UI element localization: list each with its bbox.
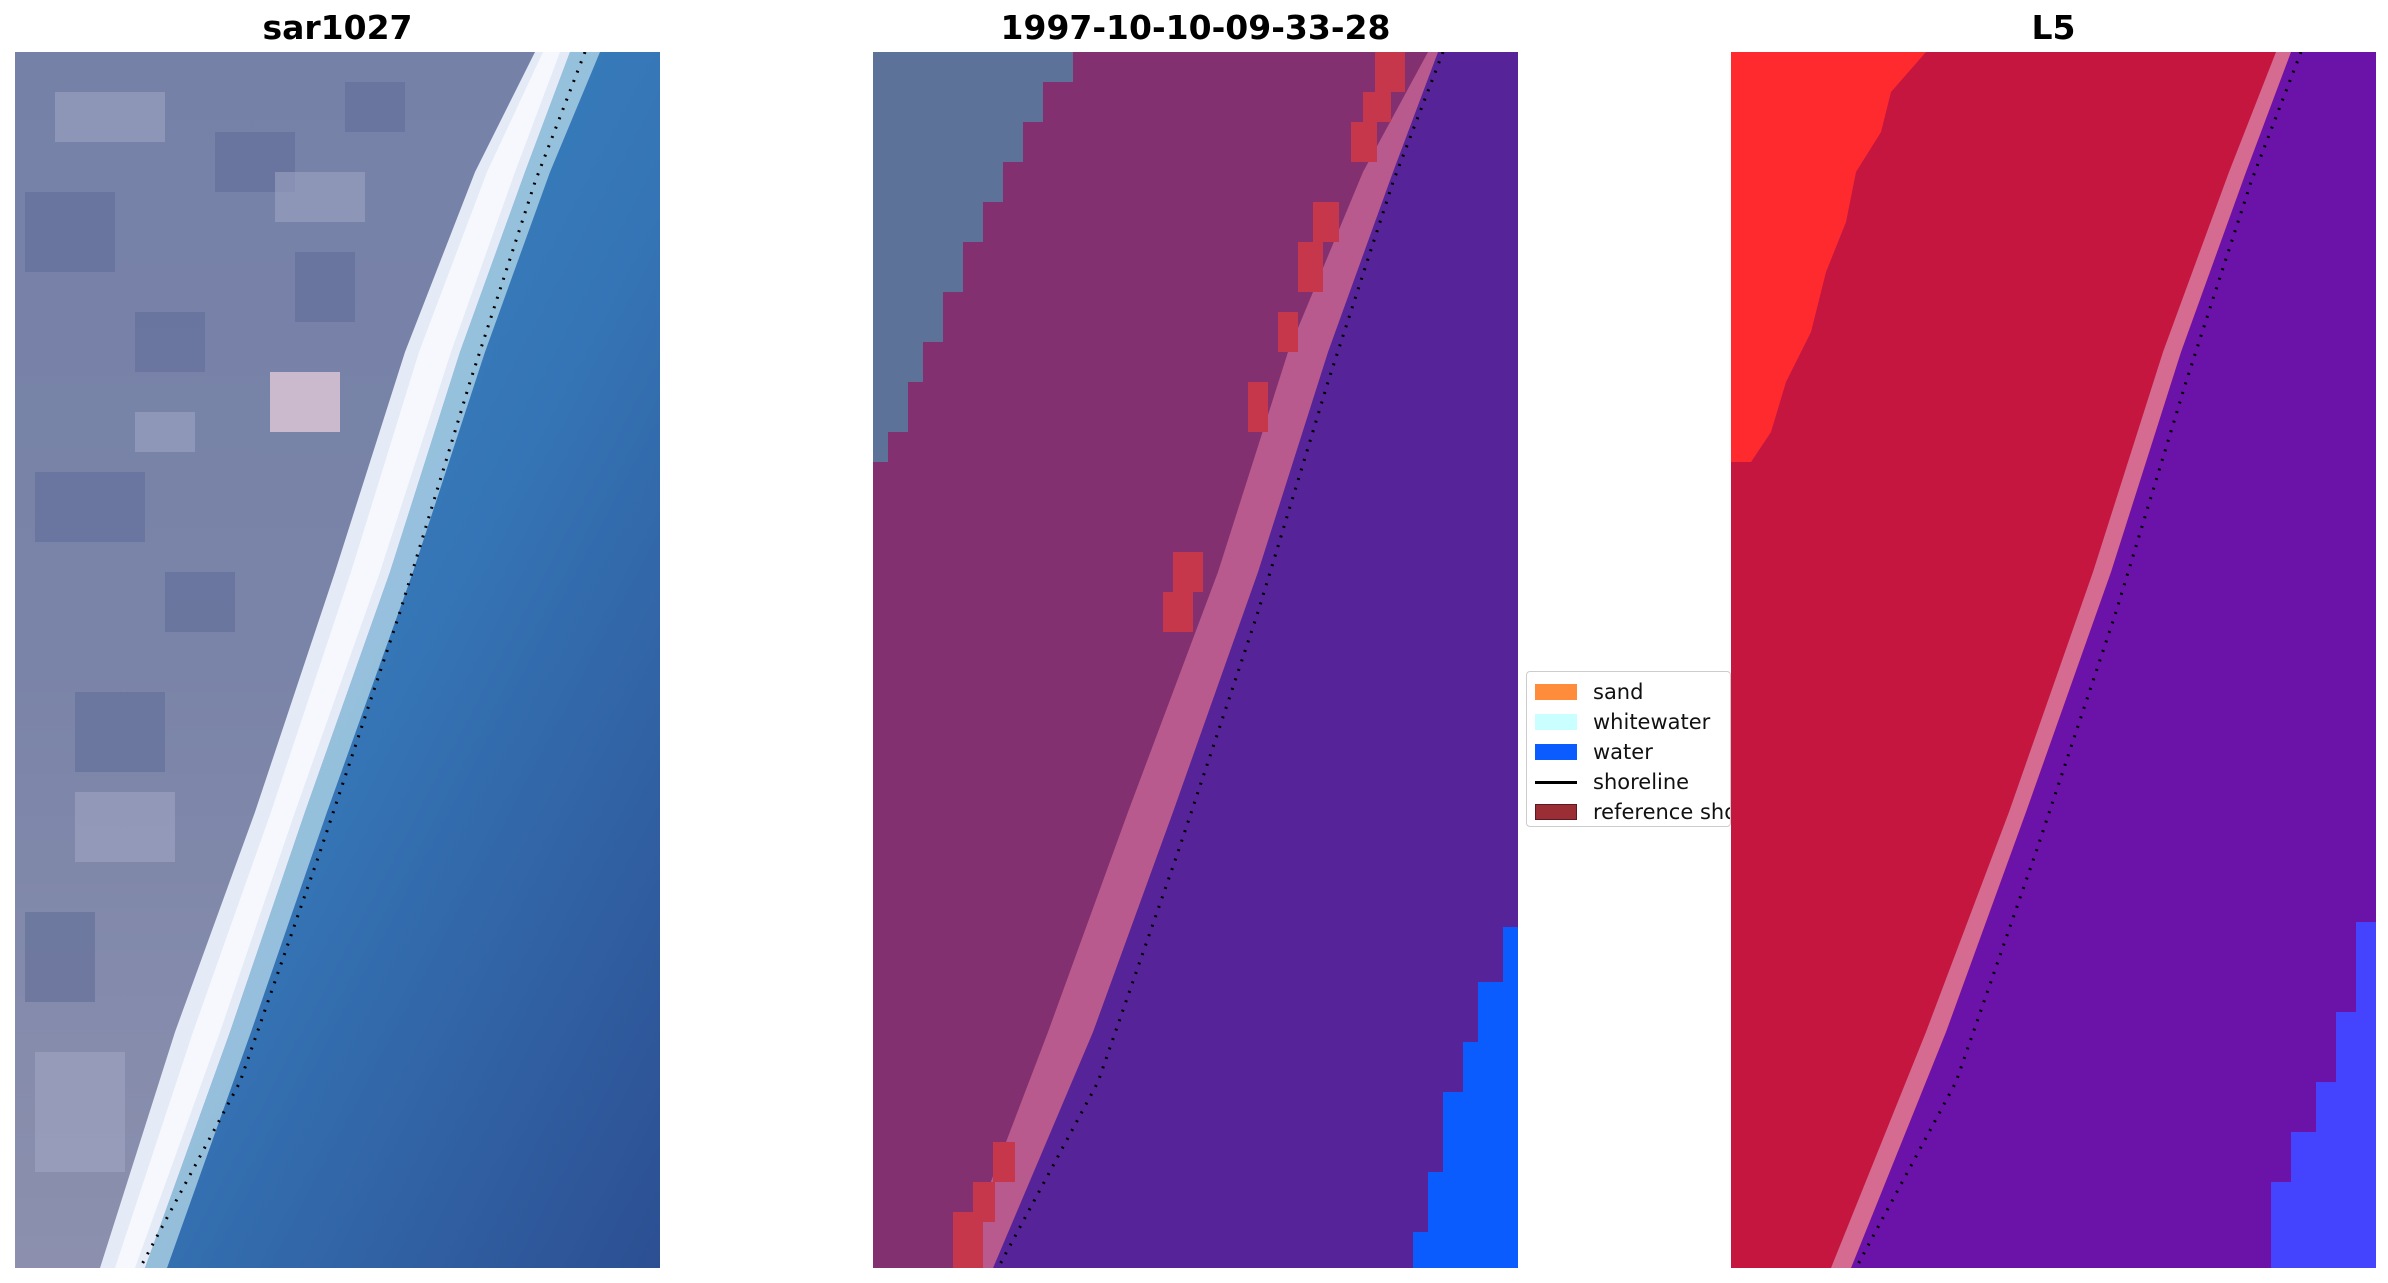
l5-edge-band	[1831, 52, 2291, 1268]
legend-item-shoreline: shoreline	[1535, 768, 1689, 796]
classified-image	[873, 52, 1518, 1268]
rgb-image	[15, 52, 660, 1268]
land-texture	[25, 82, 405, 1002]
foam-strip	[145, 52, 600, 1268]
whitewater-swatch	[1535, 714, 1577, 730]
classified-image-panel	[873, 52, 1518, 1268]
l5-image	[1731, 52, 2376, 1268]
legend-label-shoreline: shoreline	[1593, 770, 1690, 794]
legend-item-sand: sand	[1535, 678, 1643, 706]
l5-bright-land	[1731, 52, 1926, 462]
legend-label-whitewater: whitewater	[1593, 710, 1711, 734]
l5-land-area	[1731, 52, 2291, 1268]
water-pixel-class	[1413, 927, 1518, 1268]
rgb-image-panel	[15, 52, 660, 1268]
sand-swatch	[1535, 684, 1577, 700]
unclassified-land	[873, 52, 1073, 462]
sand-edge-band	[958, 52, 1438, 1268]
shoreline-line-swatch	[1535, 780, 1577, 784]
reference-shoreline-swatch	[1535, 804, 1577, 820]
beach-core	[115, 52, 560, 1268]
legend-label-water: water	[1593, 740, 1653, 764]
legend-item-whitewater: whitewater	[1535, 708, 1710, 736]
panel-title-rgb: sar1027	[262, 8, 413, 47]
legend: sand whitewater water shoreline referenc…	[1526, 671, 1731, 827]
l5-image-panel	[1731, 52, 2376, 1268]
l5-blue-pixels	[2271, 922, 2376, 1268]
water-swatch	[1535, 744, 1577, 760]
panel-title-l5: L5	[2031, 8, 2076, 47]
legend-label-sand: sand	[1593, 680, 1644, 704]
rooftop	[270, 372, 340, 432]
legend-label-reference-shoreline: reference shoreline	[1593, 800, 1730, 824]
panel-title-classified: 1997-10-10-09-33-28	[1000, 8, 1391, 47]
reference-shoreline-pixels	[953, 52, 1405, 1268]
land-highlights	[35, 92, 365, 1172]
legend-item-water: water	[1535, 738, 1653, 766]
legend-item-reference-shoreline: reference shoreline	[1535, 798, 1730, 826]
